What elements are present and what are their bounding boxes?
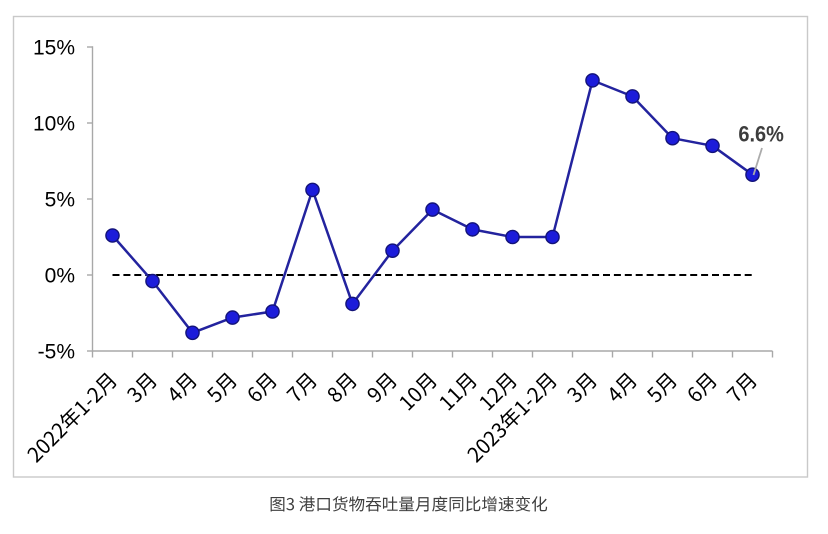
svg-text:0%: 0%: [45, 265, 75, 288]
svg-text:15%: 15%: [33, 37, 75, 60]
svg-text:6.6%: 6.6%: [738, 122, 784, 147]
svg-text:10%: 10%: [33, 113, 75, 136]
svg-text:-5%: -5%: [38, 341, 75, 364]
svg-text:5%: 5%: [45, 189, 75, 212]
